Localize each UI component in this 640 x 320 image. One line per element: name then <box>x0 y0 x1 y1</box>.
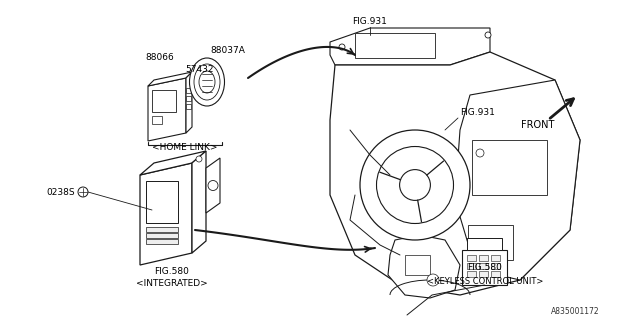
Polygon shape <box>140 163 192 265</box>
Bar <box>355 33 435 58</box>
Circle shape <box>78 187 88 197</box>
Bar <box>491 255 500 261</box>
Polygon shape <box>148 72 192 86</box>
Polygon shape <box>206 158 220 213</box>
Bar <box>479 255 488 261</box>
Bar <box>467 263 476 269</box>
Text: 0238S: 0238S <box>46 188 75 196</box>
Text: FRONT: FRONT <box>522 120 555 130</box>
Text: A835001172: A835001172 <box>552 308 600 316</box>
Text: <KEYLESS CONTROL UNIT>: <KEYLESS CONTROL UNIT> <box>427 276 543 285</box>
Polygon shape <box>140 151 206 175</box>
Text: <INTEGRATED>: <INTEGRATED> <box>136 279 208 289</box>
Polygon shape <box>148 78 186 141</box>
Bar <box>186 96 191 101</box>
Circle shape <box>196 156 202 162</box>
Bar <box>472 140 547 195</box>
Text: FIG.931: FIG.931 <box>353 17 387 26</box>
Text: FIG.580: FIG.580 <box>155 267 189 276</box>
Circle shape <box>339 44 345 50</box>
Bar <box>491 271 500 277</box>
Ellipse shape <box>199 71 215 93</box>
Circle shape <box>208 180 218 190</box>
Polygon shape <box>192 151 206 253</box>
Bar <box>491 263 500 269</box>
Ellipse shape <box>194 64 220 100</box>
Bar <box>152 90 176 112</box>
Bar <box>467 238 502 250</box>
Circle shape <box>376 147 454 223</box>
Bar <box>146 233 178 238</box>
Text: 88066: 88066 <box>146 52 174 61</box>
Polygon shape <box>330 52 580 295</box>
Polygon shape <box>388 235 460 298</box>
Bar <box>152 116 162 124</box>
Bar <box>146 239 178 244</box>
Circle shape <box>476 149 484 157</box>
Bar <box>186 104 191 109</box>
Circle shape <box>427 274 439 286</box>
Circle shape <box>485 32 491 38</box>
Bar <box>468 225 513 260</box>
Text: 88037A: 88037A <box>211 45 245 54</box>
Polygon shape <box>186 72 192 133</box>
Circle shape <box>399 170 431 200</box>
Bar <box>479 263 488 269</box>
Bar <box>479 271 488 277</box>
Bar <box>462 250 507 285</box>
Text: <HOME LINK>: <HOME LINK> <box>152 142 218 151</box>
Bar <box>186 88 191 93</box>
Polygon shape <box>455 80 580 280</box>
Polygon shape <box>330 28 490 65</box>
Text: 57432: 57432 <box>186 65 214 74</box>
Circle shape <box>360 130 470 240</box>
Bar <box>467 271 476 277</box>
Text: FIG.931: FIG.931 <box>460 108 495 116</box>
Bar <box>146 181 178 223</box>
Text: FIG.580: FIG.580 <box>468 263 502 273</box>
Bar <box>467 255 476 261</box>
Bar <box>146 227 178 232</box>
Ellipse shape <box>189 58 225 106</box>
Bar <box>405 255 430 275</box>
